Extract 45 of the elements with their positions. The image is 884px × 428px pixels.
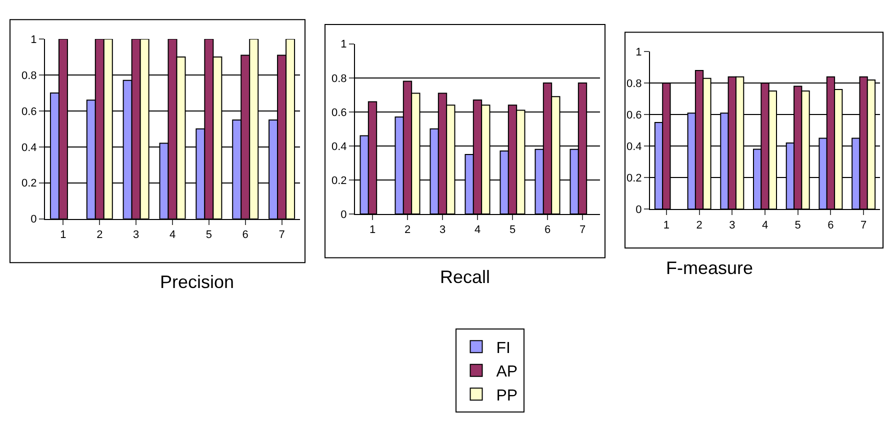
- x-tick-label: 3: [133, 229, 140, 242]
- x-tick-label: 6: [828, 219, 834, 232]
- y-tick-label: 0.6: [22, 106, 37, 118]
- x-tick-label: 5: [206, 229, 212, 242]
- x-tick-label: 6: [242, 229, 248, 242]
- x-tick-label: 3: [439, 224, 446, 236]
- x-tick-label: 1: [663, 219, 670, 232]
- y-tick-label: 0.2: [626, 172, 642, 184]
- x-tick-label: 7: [860, 219, 867, 232]
- legend-label: FI: [496, 340, 510, 357]
- y-tick-label: 1: [30, 34, 37, 46]
- x-tick-label: 3: [729, 219, 736, 232]
- x-tick-label: 4: [762, 219, 768, 232]
- x-tick-label: 4: [169, 229, 176, 242]
- y-tick-label: 0.6: [332, 106, 347, 119]
- y-tick-label: 0: [30, 214, 37, 226]
- y-tick-label: 0.6: [626, 109, 642, 122]
- legend-label: AP: [496, 364, 518, 381]
- y-tick-label: 1: [636, 46, 642, 59]
- y-tick-label: 0.2: [22, 178, 37, 190]
- text: F-measure: [666, 258, 754, 278]
- x-tick-label: 1: [369, 224, 376, 236]
- y-tick-label: 0: [340, 208, 347, 221]
- x-tick-label: 6: [544, 224, 551, 236]
- y-tick-label: 0: [636, 204, 642, 216]
- y-tick-label: 0.8: [22, 70, 37, 82]
- text: Precision: [160, 272, 234, 292]
- text: Recall: [440, 267, 490, 287]
- x-tick-label: 5: [509, 224, 516, 236]
- legend-label: PP: [496, 387, 518, 404]
- x-tick-label: 2: [696, 219, 702, 232]
- x-tick-label: 4: [474, 224, 481, 236]
- x-tick-label: 5: [794, 219, 801, 232]
- y-tick-label: 1: [340, 38, 347, 51]
- x-tick-label: 2: [96, 229, 103, 242]
- y-tick-label: 0.4: [626, 140, 642, 153]
- x-tick-label: 1: [60, 229, 66, 242]
- y-tick-label: 0.8: [332, 72, 347, 85]
- x-tick-label: 7: [579, 224, 586, 236]
- y-tick-label: 0.4: [22, 142, 37, 154]
- x-tick-label: 2: [404, 224, 411, 236]
- x-tick-label: 7: [278, 229, 285, 242]
- y-tick-label: 0.8: [626, 78, 642, 90]
- y-tick-label: 0.2: [332, 174, 347, 187]
- y-tick-label: 0.4: [332, 140, 347, 153]
